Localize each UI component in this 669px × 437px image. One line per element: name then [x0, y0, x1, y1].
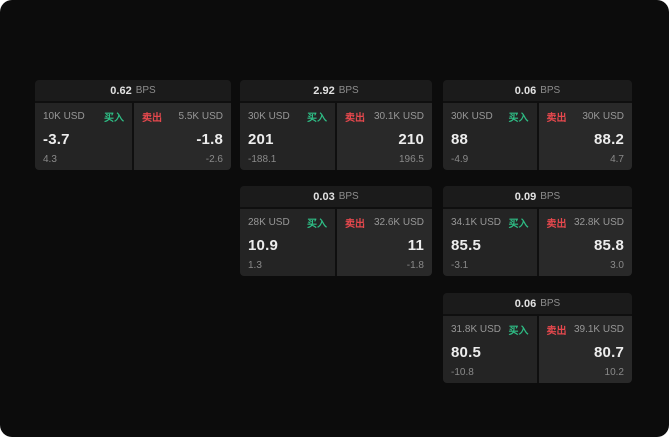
- buy-panel[interactable]: 31.8K USD 买入 80.5 -10.8: [443, 316, 537, 383]
- buy-amount: 10K USD: [43, 111, 85, 122]
- sell-price: 11: [407, 236, 424, 254]
- sell-delta: 196.5: [398, 154, 424, 165]
- buy-price: 88: [451, 130, 469, 148]
- sell-price: 88.2: [594, 130, 624, 148]
- buy-price: 10.9: [248, 236, 278, 254]
- buy-side-label: 买入: [508, 219, 529, 230]
- sell-panel[interactable]: 卖出 30.1K USD 210 196.5: [337, 103, 432, 170]
- bps-label: BPS: [135, 85, 156, 96]
- sell-amount: 30K USD: [582, 111, 624, 122]
- buy-price: 80.5: [451, 343, 481, 361]
- buy-panel[interactable]: 28K USD 买入 10.9 1.3: [240, 209, 335, 276]
- quote-card: 0.03 BPS 28K USD 买入 10.9 1.3 卖出 32.6K US…: [240, 186, 432, 276]
- buy-delta: -4.9: [451, 154, 469, 165]
- sell-delta: -2.6: [205, 154, 223, 165]
- buy-panel[interactable]: 34.1K USD 买入 85.5 -3.1: [443, 209, 537, 276]
- buy-price: -3.7: [43, 130, 70, 148]
- quote-card: 0.62 BPS 10K USD 买入 -3.7 4.3 卖出 5.5K USD…: [35, 80, 231, 170]
- quote-card: 0.06 BPS 30K USD 买入 88 -4.9 卖出 30K USD 8…: [443, 80, 632, 170]
- bps-label: BPS: [540, 191, 561, 202]
- buy-price: 85.5: [451, 236, 481, 254]
- sell-amount: 32.8K USD: [573, 217, 624, 228]
- bps-value: 0.06: [514, 84, 537, 97]
- sell-price: 85.8: [594, 236, 624, 254]
- sell-amount: 5.5K USD: [178, 111, 223, 122]
- buy-amount: 31.8K USD: [451, 324, 502, 335]
- buy-delta: -188.1: [248, 154, 277, 165]
- buy-side-label: 买入: [508, 326, 529, 337]
- buy-delta: 4.3: [43, 154, 57, 165]
- buy-delta: -3.1: [451, 260, 469, 271]
- buy-delta: 1.3: [248, 260, 262, 271]
- sell-delta: 3.0: [610, 260, 624, 271]
- bps-value: 2.92: [313, 84, 335, 97]
- buy-amount: 30K USD: [451, 111, 493, 122]
- bps-header: 0.06 BPS: [443, 80, 632, 101]
- bps-label: BPS: [338, 191, 359, 202]
- bps-label: BPS: [540, 85, 561, 96]
- sell-panel[interactable]: 卖出 39.1K USD 80.7 10.2: [538, 316, 632, 383]
- bps-value: 0.03: [313, 190, 335, 203]
- buy-amount: 34.1K USD: [451, 217, 502, 228]
- sell-side-label: 卖出: [546, 219, 567, 230]
- bps-value: 0.06: [514, 297, 537, 310]
- bps-label: BPS: [540, 298, 561, 309]
- bps-header: 0.09 BPS: [443, 186, 632, 207]
- sell-price: 80.7: [594, 343, 624, 361]
- sell-side-label: 卖出: [345, 113, 365, 124]
- buy-amount: 28K USD: [248, 217, 290, 228]
- bps-header: 2.92 BPS: [240, 80, 432, 101]
- buy-side-label: 买入: [307, 113, 327, 124]
- sell-amount: 39.1K USD: [573, 324, 624, 335]
- sell-delta: 4.7: [610, 154, 624, 165]
- bps-value: 0.09: [514, 190, 537, 203]
- sell-panel[interactable]: 卖出 32.6K USD 11 -1.8: [337, 209, 432, 276]
- quote-body: 10K USD 买入 -3.7 4.3 卖出 5.5K USD -1.8 -2.…: [35, 103, 231, 170]
- bps-header: 0.03 BPS: [240, 186, 432, 207]
- sell-delta: -1.8: [406, 260, 424, 271]
- bps-label: BPS: [338, 85, 359, 96]
- sell-panel[interactable]: 卖出 32.8K USD 85.8 3.0: [538, 209, 632, 276]
- buy-side-label: 买入: [104, 113, 124, 124]
- sell-amount: 32.6K USD: [373, 217, 424, 228]
- quote-body: 30K USD 买入 201 -188.1 卖出 30.1K USD 210 1…: [240, 103, 432, 170]
- quote-card: 0.06 BPS 31.8K USD 买入 80.5 -10.8 卖出 39.1…: [443, 293, 632, 383]
- sell-price: 210: [398, 130, 424, 148]
- quote-body: 34.1K USD 买入 85.5 -3.1 卖出 32.8K USD 85.8…: [443, 209, 632, 276]
- quote-card: 0.09 BPS 34.1K USD 买入 85.5 -3.1 卖出 32.8K…: [443, 186, 632, 276]
- buy-panel[interactable]: 30K USD 买入 201 -188.1: [240, 103, 335, 170]
- sell-side-label: 卖出: [546, 113, 567, 124]
- bps-value: 0.62: [110, 84, 132, 97]
- buy-price: 201: [248, 130, 274, 148]
- buy-side-label: 买入: [307, 219, 327, 230]
- quote-body: 28K USD 买入 10.9 1.3 卖出 32.6K USD 11 -1.8: [240, 209, 432, 276]
- buy-panel[interactable]: 30K USD 买入 88 -4.9: [443, 103, 537, 170]
- quote-card: 2.92 BPS 30K USD 买入 201 -188.1 卖出 30.1K …: [240, 80, 432, 170]
- buy-delta: -10.8: [451, 367, 474, 378]
- buy-panel[interactable]: 10K USD 买入 -3.7 4.3: [35, 103, 132, 170]
- quote-body: 31.8K USD 买入 80.5 -10.8 卖出 39.1K USD 80.…: [443, 316, 632, 383]
- bps-header: 0.06 BPS: [443, 293, 632, 314]
- bps-header: 0.62 BPS: [35, 80, 231, 101]
- sell-amount: 30.1K USD: [373, 111, 424, 122]
- sell-side-label: 卖出: [345, 219, 365, 230]
- buy-side-label: 买入: [508, 113, 529, 124]
- quote-body: 30K USD 买入 88 -4.9 卖出 30K USD 88.2 4.7: [443, 103, 632, 170]
- sell-panel[interactable]: 卖出 30K USD 88.2 4.7: [538, 103, 632, 170]
- buy-amount: 30K USD: [248, 111, 290, 122]
- sell-side-label: 卖出: [142, 113, 162, 124]
- sell-delta: 10.2: [604, 367, 624, 378]
- sell-price: -1.8: [196, 130, 223, 148]
- sell-panel[interactable]: 卖出 5.5K USD -1.8 -2.6: [134, 103, 231, 170]
- sell-side-label: 卖出: [546, 326, 567, 337]
